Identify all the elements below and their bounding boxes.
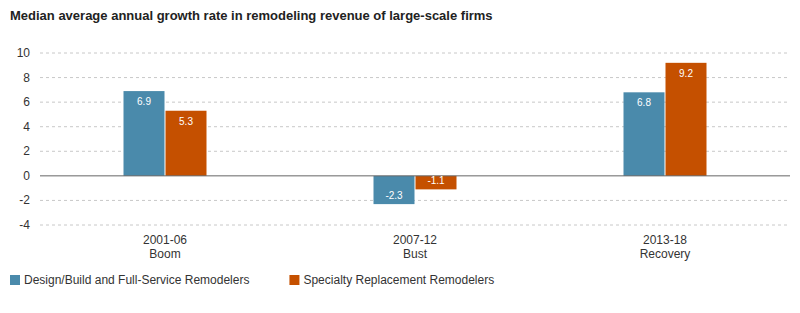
y-tick-label: 8 bbox=[23, 71, 30, 85]
x-tick-label: 2001-06Boom bbox=[143, 233, 187, 261]
data-label: -2.3 bbox=[385, 190, 403, 201]
legend-label: Specialty Replacement Remodelers bbox=[303, 273, 494, 287]
zero-line bbox=[40, 175, 790, 176]
x-tick-line: 2001-06 bbox=[143, 233, 187, 247]
y-tick-label: 10 bbox=[17, 46, 31, 60]
legend-swatch bbox=[10, 275, 20, 285]
legend-swatch bbox=[289, 275, 299, 285]
y-tick-label: 0 bbox=[23, 169, 30, 183]
y-tick-label: 4 bbox=[23, 120, 30, 134]
x-tick-label: 2007-12Bust bbox=[393, 233, 437, 261]
legend-label: Design/Build and Full-Service Remodelers bbox=[24, 273, 249, 287]
bar bbox=[374, 176, 415, 204]
data-label: 6.9 bbox=[137, 96, 151, 107]
x-tick-line: 2013-18 bbox=[643, 233, 687, 247]
data-label: -1.1 bbox=[427, 175, 445, 186]
bar bbox=[124, 91, 165, 176]
bar bbox=[166, 111, 207, 176]
bar bbox=[416, 176, 457, 190]
data-label: 9.2 bbox=[679, 68, 693, 79]
x-tick-line: Boom bbox=[149, 247, 180, 261]
data-label: 6.8 bbox=[637, 97, 651, 108]
x-tick-label: 2013-18Recovery bbox=[640, 233, 691, 261]
chart: Median average annual growth rate in rem… bbox=[0, 0, 800, 313]
grid-line bbox=[40, 200, 790, 201]
bar bbox=[624, 92, 665, 176]
bar bbox=[666, 63, 707, 176]
data-label: 5.3 bbox=[179, 116, 193, 127]
title: Median average annual growth rate in rem… bbox=[10, 8, 493, 23]
y-tick-label: 2 bbox=[23, 144, 30, 158]
y-tick-label: -4 bbox=[19, 218, 30, 232]
y-tick-label: -2 bbox=[19, 193, 30, 207]
x-tick-line: Bust bbox=[403, 247, 428, 261]
x-tick-line: 2007-12 bbox=[393, 233, 437, 247]
grid-line bbox=[40, 53, 790, 54]
grid-line bbox=[40, 225, 790, 226]
bars bbox=[124, 63, 707, 204]
y-tick-label: 6 bbox=[23, 95, 30, 109]
x-tick-line: Recovery bbox=[640, 247, 691, 261]
